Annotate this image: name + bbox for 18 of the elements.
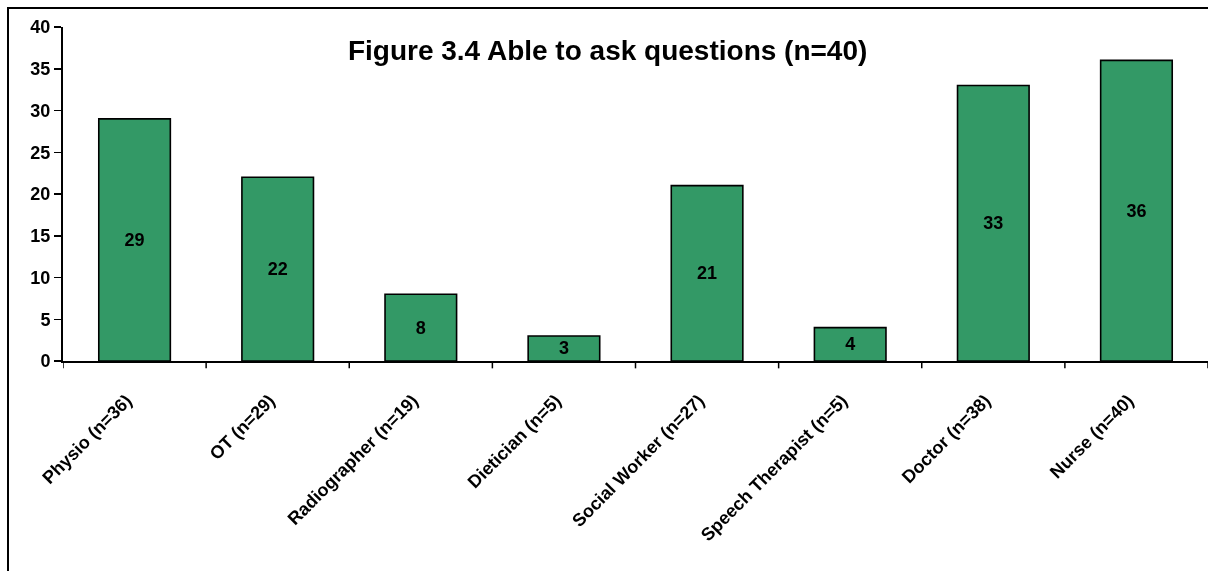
data-label: 33 (983, 213, 1004, 234)
y-tick-label: 25 (30, 142, 51, 163)
y-tick-label: 30 (30, 100, 51, 121)
data-label: 21 (697, 263, 718, 284)
data-label: 36 (1126, 200, 1147, 221)
data-label: 22 (267, 259, 288, 280)
y-tick-label: 35 (30, 59, 51, 80)
chart-title: Figure 3.4 Able to ask questions (n=40) (347, 35, 868, 67)
y-tick-label: 15 (30, 226, 51, 247)
y-tick-label: 0 (40, 351, 51, 372)
data-label: 29 (124, 229, 145, 250)
y-tick-label: 40 (30, 17, 51, 38)
y-tick-label: 5 (40, 309, 51, 330)
y-tick-label: 20 (30, 184, 51, 205)
y-tick-label: 10 (30, 267, 51, 288)
data-label: 3 (558, 338, 569, 359)
data-label: 4 (845, 334, 856, 355)
data-label: 8 (415, 317, 426, 338)
